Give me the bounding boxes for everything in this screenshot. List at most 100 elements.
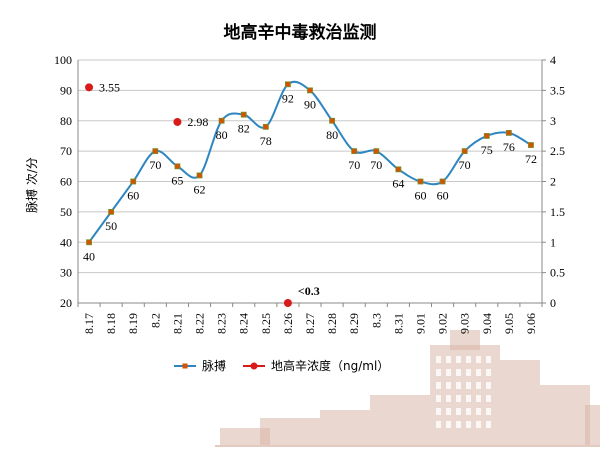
watermark-window xyxy=(446,395,451,402)
pulse-point xyxy=(505,129,512,136)
x-tick-label: 8.23 xyxy=(215,313,229,334)
watermark-window xyxy=(456,408,461,415)
watermark-window xyxy=(456,382,461,389)
x-tick-label: 8.18 xyxy=(104,313,118,334)
pulse-point xyxy=(395,166,402,173)
watermark-window xyxy=(476,421,481,428)
pulse-data-label: 78 xyxy=(260,134,272,148)
y-tick-label: 60 xyxy=(60,175,72,189)
watermark-window xyxy=(436,408,441,415)
y-tick-label: 50 xyxy=(60,205,72,219)
watermark-window xyxy=(476,382,481,389)
y2-tick-label: 0.5 xyxy=(550,266,565,280)
y-tick-label: 100 xyxy=(54,53,72,67)
watermark-block xyxy=(320,410,370,445)
digoxin-data-label: <0.3 xyxy=(298,284,320,298)
watermark-window xyxy=(486,408,491,415)
x-tick-label: 8.21 xyxy=(170,313,184,334)
x-tick-label: 8.28 xyxy=(325,313,339,334)
pulse-point xyxy=(240,111,247,118)
x-tick-label: 8.24 xyxy=(237,313,251,334)
y2-tick-label: 2 xyxy=(550,175,556,189)
pulse-point xyxy=(329,117,335,124)
watermark-window xyxy=(456,356,461,363)
watermark-window xyxy=(466,421,471,428)
pulse-data-label: 60 xyxy=(127,189,139,203)
pulse-data-label: 40 xyxy=(83,249,95,263)
pulse-data-label: 62 xyxy=(194,182,206,196)
pulse-point xyxy=(461,148,468,155)
watermark-window xyxy=(476,408,481,415)
pulse-point xyxy=(262,123,269,130)
y-tick-label: 70 xyxy=(60,144,72,158)
watermark-block xyxy=(500,360,540,445)
y2-tick-label: 1 xyxy=(550,235,556,249)
watermark-window xyxy=(466,382,471,389)
pulse-point xyxy=(439,178,446,185)
pulse-data-label: 60 xyxy=(414,189,426,203)
watermark-window xyxy=(456,369,461,376)
pulse-data-label: 70 xyxy=(459,158,471,172)
watermark-window xyxy=(476,395,481,402)
pulse-point xyxy=(307,87,313,94)
x-tick-label: 9.05 xyxy=(502,313,516,334)
watermark-block xyxy=(540,385,590,445)
watermark-window xyxy=(446,408,451,415)
y-tick-label: 40 xyxy=(60,235,72,249)
watermark-window xyxy=(466,395,471,402)
digoxin-point xyxy=(85,83,94,92)
x-tick-label: 9.06 xyxy=(524,313,538,334)
watermark-window xyxy=(486,421,491,428)
x-tick-label: 8.17 xyxy=(82,313,96,334)
watermark-window xyxy=(436,356,441,363)
y2-tick-label: 4 xyxy=(550,53,556,67)
x-tick-label: 8.31 xyxy=(391,313,405,334)
axes: 20 30 40 50 60 70 80 90 100 0 0.5 1 1.5 2 2.5 3 3.5 4 8.17… xyxy=(54,53,565,334)
pulse-data-label: 76 xyxy=(503,140,515,154)
watermark-window xyxy=(436,421,441,428)
x-tick-label: 8.19 xyxy=(126,313,140,334)
x-tick-label: 8.29 xyxy=(347,313,361,334)
x-tick-label: 8.26 xyxy=(281,313,295,334)
watermark-window xyxy=(446,421,451,428)
watermark-window xyxy=(486,369,491,376)
watermark-window xyxy=(466,369,471,376)
pulse-point xyxy=(130,178,137,185)
pulse-data-label: 70 xyxy=(370,158,382,172)
watermark-window xyxy=(446,382,451,389)
legend-pulse-marker xyxy=(182,363,188,369)
watermark-block xyxy=(450,330,480,350)
y-tick-label: 30 xyxy=(60,266,72,280)
x-tick-label: 9.02 xyxy=(436,313,450,334)
pulse-point xyxy=(174,163,181,170)
pulse-data-label: 50 xyxy=(105,219,117,233)
watermark-window xyxy=(466,356,471,363)
series-layer: 40 50 60 70 65 62 80 82 78 92 90 80 70 70 64 60 60 70 75 76… xyxy=(83,80,537,307)
pulse-point xyxy=(483,133,490,139)
watermark-window xyxy=(486,356,491,363)
pulse-data-label: 80 xyxy=(326,128,338,142)
legend-digoxin-marker xyxy=(250,362,258,370)
watermark-block xyxy=(585,405,600,445)
x-tick-label: 9.01 xyxy=(413,313,427,334)
pulse-point xyxy=(86,239,92,246)
watermark-block xyxy=(370,395,430,445)
legend-pulse-label: 脉搏 xyxy=(202,358,226,373)
watermark-block xyxy=(220,428,270,445)
pulse-data-label: 72 xyxy=(525,152,537,166)
pulse-point xyxy=(373,148,380,155)
x-tick-label: 8.22 xyxy=(193,313,207,334)
pulse-data-label: 82 xyxy=(238,122,250,136)
x-tick-label: 8.25 xyxy=(259,313,273,334)
x-tick-label: 8.27 xyxy=(303,313,317,334)
digoxin-point xyxy=(283,299,292,307)
building-watermark xyxy=(215,330,600,447)
pulse-data-label: 80 xyxy=(216,128,228,142)
x-tick-label: 8.2 xyxy=(148,313,162,328)
pulse-data-label: 64 xyxy=(392,176,404,190)
watermark-window xyxy=(446,356,451,363)
legend-digoxin-label: 地高辛浓度（ng/ml） xyxy=(271,358,389,373)
pulse-point xyxy=(196,172,203,179)
pulse-point xyxy=(108,208,115,215)
